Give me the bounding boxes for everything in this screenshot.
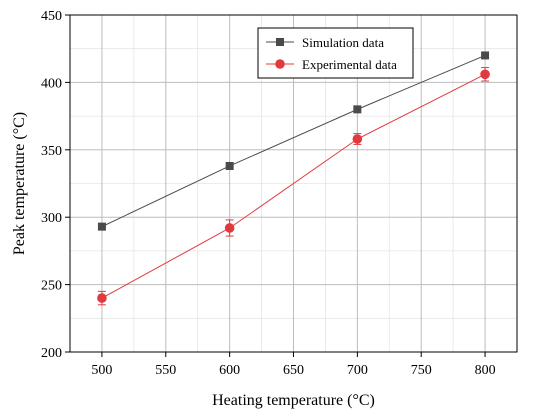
legend: Simulation data Experimental data — [257, 27, 414, 79]
legend-box — [257, 27, 414, 79]
y-tick-label: 250 — [41, 279, 62, 294]
ticks: 500 550 600 650 700 750 800 200 250 300 350 400 450 — [41, 9, 496, 378]
data-point — [481, 51, 490, 60]
x-tick-label: 750 — [411, 363, 432, 378]
x-tick-label: 550 — [155, 363, 176, 378]
data-point — [97, 222, 106, 231]
x-tick-label: 500 — [91, 363, 112, 378]
data-point — [276, 38, 284, 46]
y-tick-label: 450 — [41, 9, 62, 24]
x-tick-label: 650 — [283, 363, 304, 378]
x-tick-label: 600 — [219, 363, 240, 378]
y-tick-label: 300 — [41, 211, 62, 226]
data-point — [224, 223, 235, 233]
data-point — [480, 69, 490, 80]
x-tick-label: 800 — [475, 363, 496, 378]
series-2 — [97, 67, 490, 306]
data-point — [353, 105, 362, 114]
y-tick-label: 400 — [41, 76, 62, 91]
series-1 — [97, 51, 490, 231]
data-point — [352, 134, 363, 144]
y-tick-label: 200 — [41, 346, 62, 361]
grid — [70, 14, 517, 353]
x-tick-label: 700 — [347, 363, 368, 378]
series-layer — [97, 51, 490, 306]
y-axis-label: Peak temperature (°C) — [11, 112, 28, 255]
series-line — [101, 73, 486, 299]
x-axis-label: Heating temperature (°C) — [212, 392, 375, 409]
legend-label: Experimental data — [302, 57, 397, 72]
series-line — [101, 54, 486, 228]
data-point — [225, 161, 234, 170]
data-point — [275, 59, 285, 69]
y-tick-label: 350 — [41, 144, 62, 159]
legend-label: Simulation data — [302, 35, 384, 50]
data-point — [97, 293, 107, 303]
